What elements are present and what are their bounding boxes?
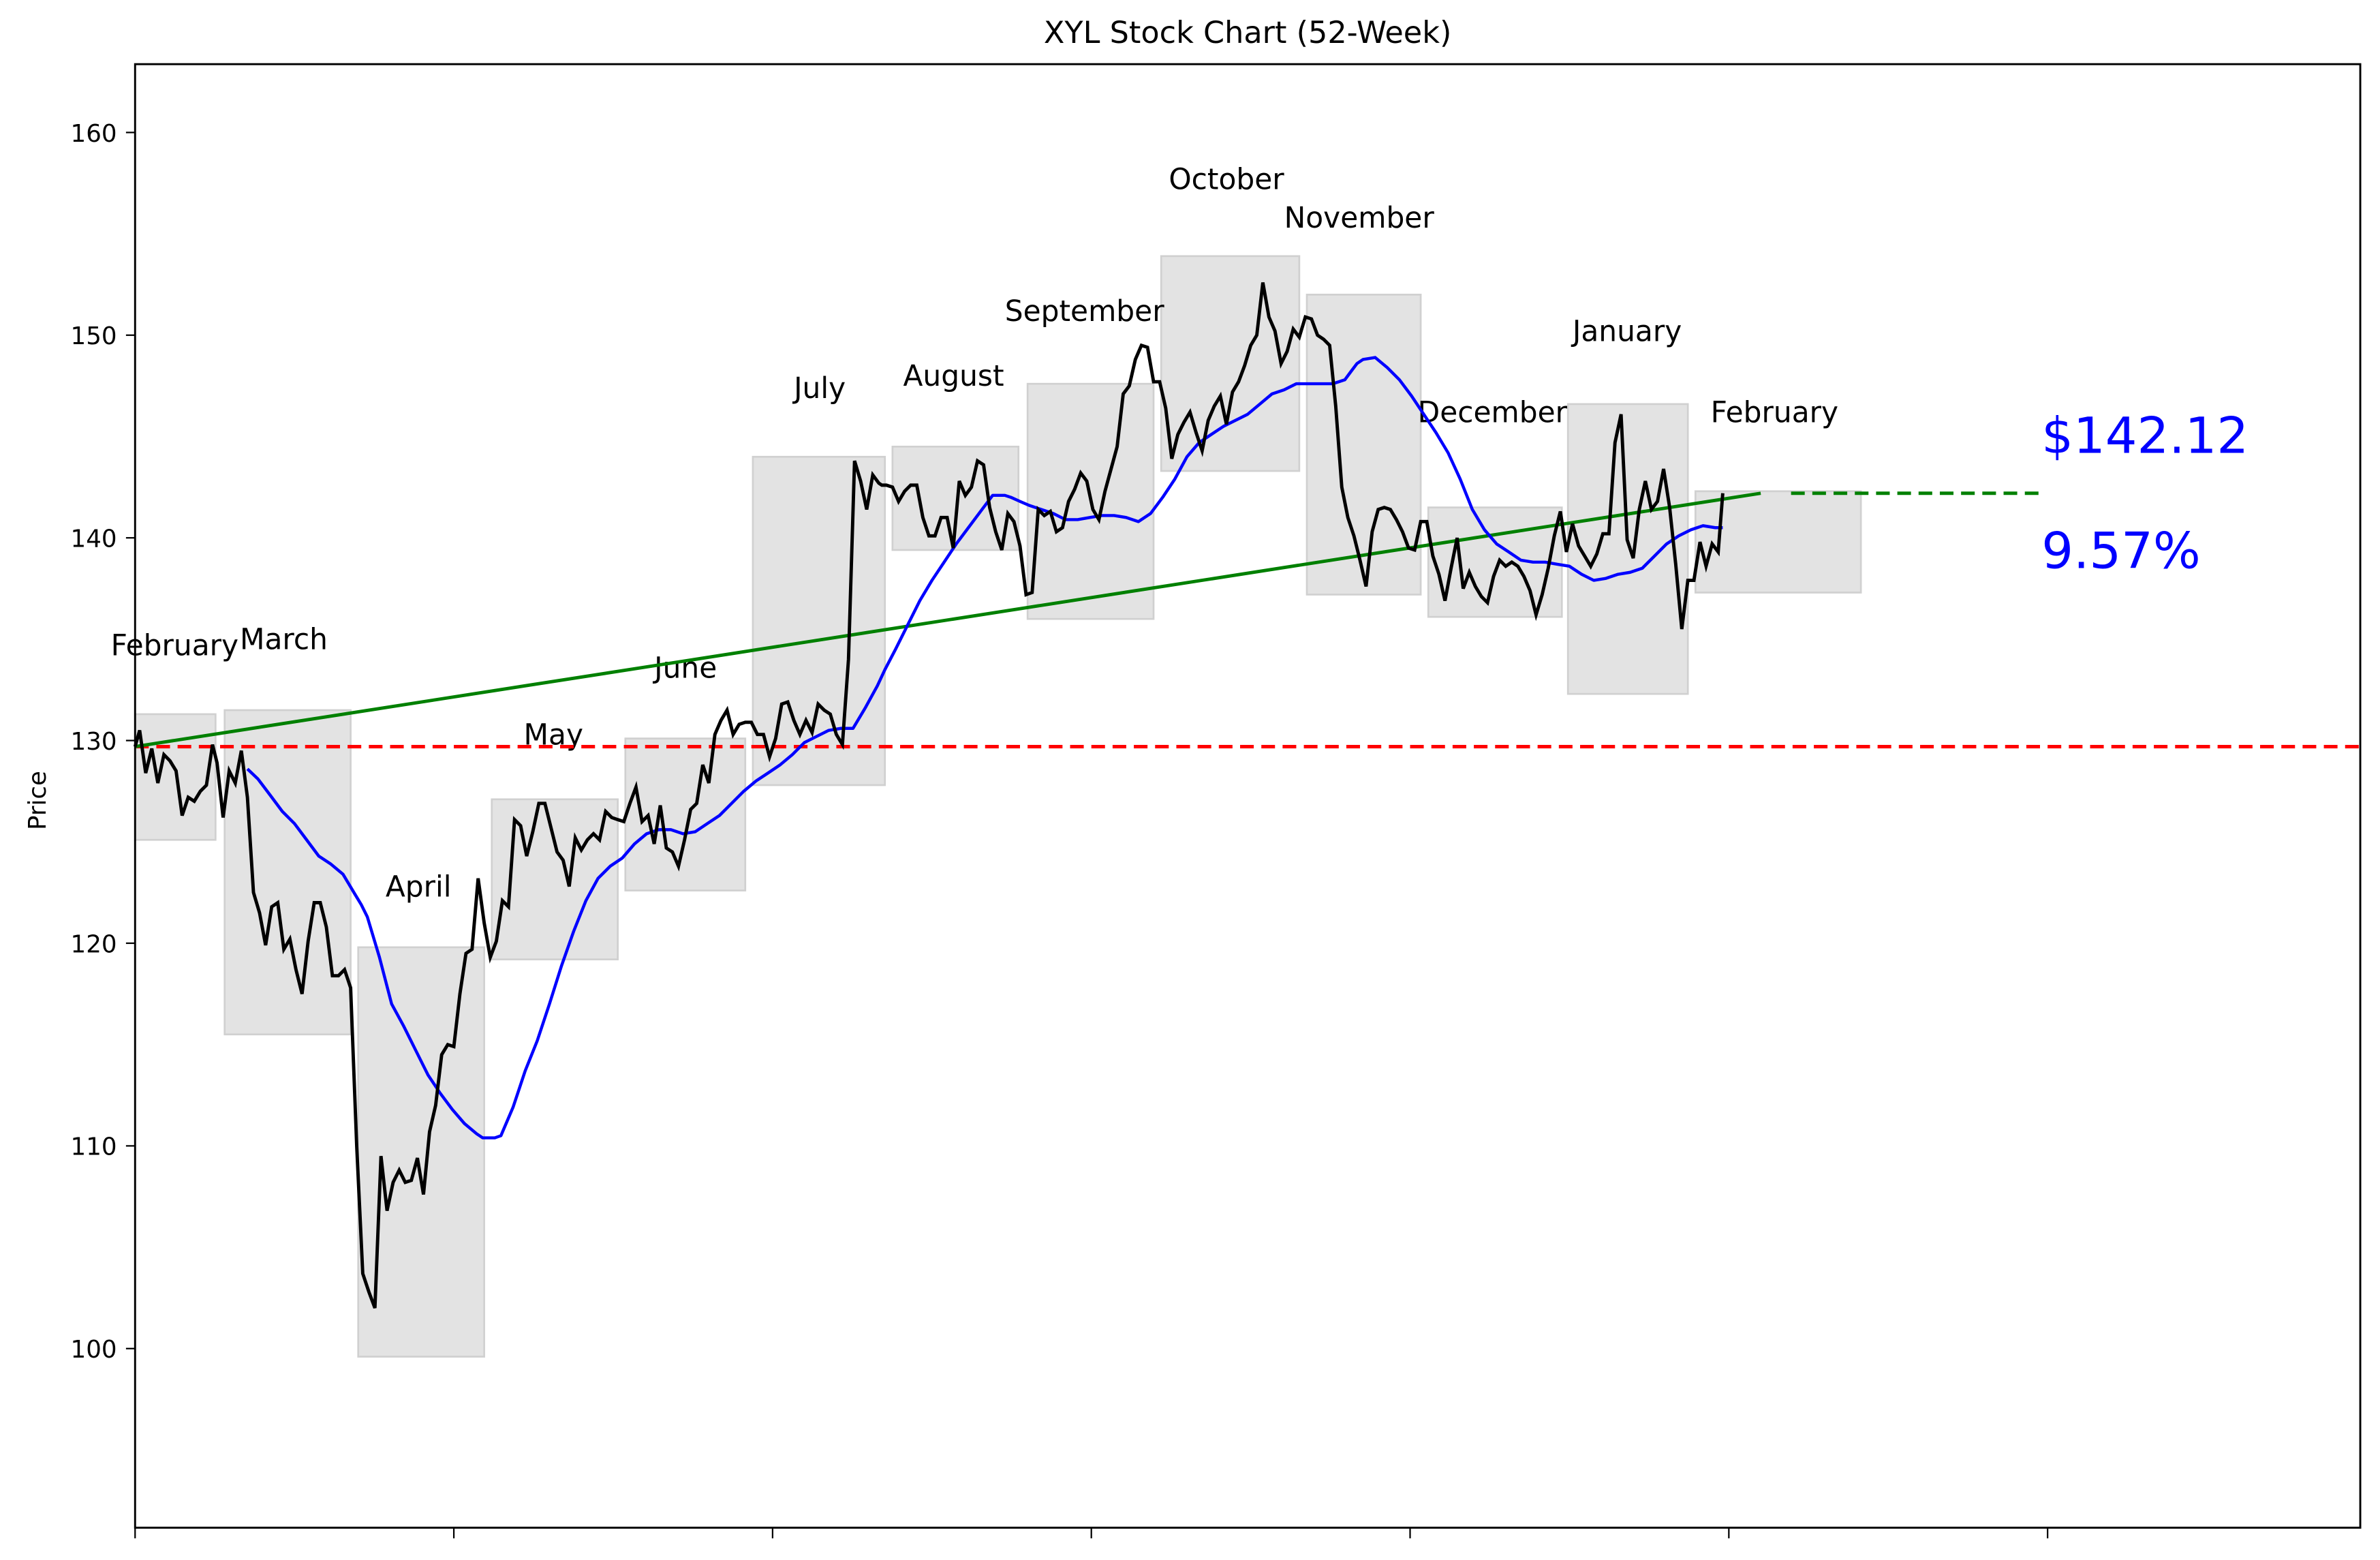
month-box bbox=[752, 455, 886, 786]
y-tick-label: 110 bbox=[71, 1133, 117, 1161]
y-axis: 100 110 120 130 140 150 160 bbox=[71, 120, 136, 1364]
y-tick-label: 150 bbox=[71, 322, 117, 350]
price-line bbox=[133, 282, 1725, 1309]
y-tick-label: 160 bbox=[71, 120, 117, 148]
y-tick-label: 140 bbox=[71, 525, 117, 553]
month-label: September bbox=[1005, 294, 1164, 328]
moving-average-line bbox=[246, 356, 1723, 1140]
month-label: July bbox=[792, 371, 846, 405]
y-tick-label: 120 bbox=[71, 930, 117, 958]
month-box bbox=[624, 737, 747, 891]
month-label: May bbox=[524, 718, 583, 752]
month-label: March bbox=[240, 623, 328, 656]
y-tick-label: 100 bbox=[71, 1336, 117, 1364]
month-label: April bbox=[386, 870, 452, 904]
last-price-annotation: $142.12 bbox=[2041, 407, 2248, 465]
month-label: October bbox=[1169, 163, 1284, 196]
chart-title: XYL Stock Chart (52-Week) bbox=[1044, 15, 1451, 50]
month-label: August bbox=[903, 359, 1004, 393]
month-box bbox=[357, 946, 485, 1358]
month-label: November bbox=[1284, 201, 1435, 234]
x-axis bbox=[134, 1527, 2049, 1539]
month-label: December bbox=[1418, 396, 1568, 429]
month-label: January bbox=[1571, 315, 1682, 348]
month-box bbox=[1566, 403, 1689, 695]
month-box bbox=[1160, 255, 1301, 472]
month-box bbox=[223, 709, 352, 1036]
month-label: February bbox=[1711, 396, 1839, 429]
month-range-boxes bbox=[134, 255, 1862, 1358]
month-box bbox=[1026, 382, 1155, 620]
plot-frame bbox=[134, 63, 2362, 1529]
y-tick-label: 130 bbox=[71, 728, 117, 756]
y-axis-label: Price bbox=[24, 771, 52, 830]
month-box bbox=[1305, 293, 1422, 596]
change-percent-annotation: 9.57% bbox=[2041, 523, 2200, 581]
month-label: February bbox=[111, 629, 239, 662]
